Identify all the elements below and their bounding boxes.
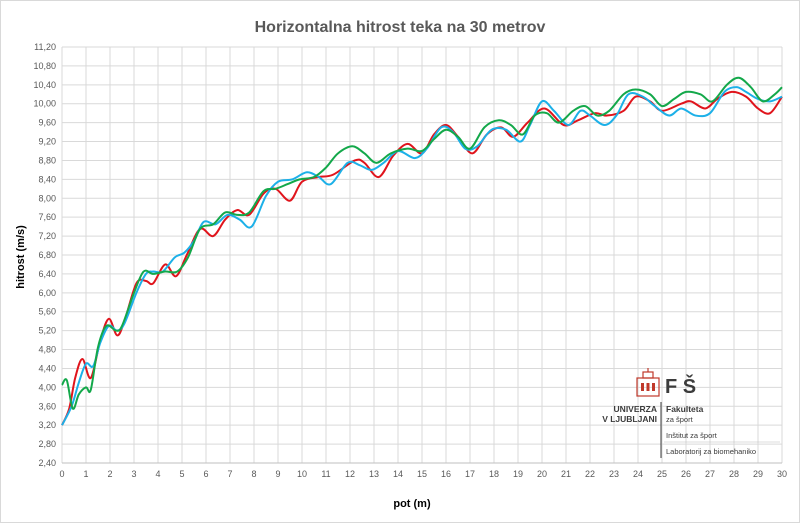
y-tick-label: 7,60 <box>38 212 56 222</box>
institute-name: Inštitut za šport <box>666 431 718 440</box>
y-tick-label: 8,80 <box>38 155 56 165</box>
y-tick-label: 10,40 <box>33 80 56 90</box>
y-tick-label: 4,40 <box>38 363 56 373</box>
y-tick-label: 9,60 <box>38 118 56 128</box>
x-tick-label: 14 <box>393 469 403 479</box>
y-tick-label: 6,40 <box>38 269 56 279</box>
y-tick-label: 8,00 <box>38 193 56 203</box>
y-tick-label: 3,20 <box>38 420 56 430</box>
series-group <box>61 76 783 426</box>
x-tick-label: 23 <box>609 469 619 479</box>
y-axis-title: hitrost (m/s) <box>15 225 27 289</box>
faculty-name-line1: Fakulteta <box>666 404 704 414</box>
x-tick-label: 17 <box>465 469 475 479</box>
gridlines <box>61 46 783 464</box>
series-line-3 <box>61 76 783 410</box>
y-tick-label: 2,40 <box>38 458 56 468</box>
x-tick-label: 7 <box>227 469 232 479</box>
x-tick-label: 26 <box>681 469 691 479</box>
university-name-line2: V LJUBLJANI <box>602 414 657 424</box>
x-tick-label: 1 <box>83 469 88 479</box>
x-axis-title: pot (m) <box>393 498 431 510</box>
y-tick-label: 8,40 <box>38 174 56 184</box>
x-tick-label: 15 <box>417 469 427 479</box>
x-tick-label: 19 <box>513 469 523 479</box>
x-tick-label: 9 <box>275 469 280 479</box>
x-tick-label: 29 <box>753 469 763 479</box>
x-tick-label: 12 <box>345 469 355 479</box>
institution-logo: F Š UNIVERZA V LJUBLJANI Fakulteta za šp… <box>602 368 780 458</box>
series-line-2 <box>61 86 783 426</box>
university-seal-icon <box>636 368 660 397</box>
y-tick-label: 4,80 <box>38 345 56 355</box>
x-tick-label: 4 <box>155 469 160 479</box>
y-tick-label: 5,60 <box>38 307 56 317</box>
y-tick-label: 10,00 <box>33 99 56 109</box>
y-tick-label: 10,80 <box>33 61 56 71</box>
y-axis-ticks: 2,40 2,80 3,20 3,60 4,00 4,40 4,80 5,20 5,60 6,00… <box>33 42 56 468</box>
x-tick-label: 25 <box>657 469 667 479</box>
x-tick-label: 28 <box>729 469 739 479</box>
y-tick-label: 11,20 <box>34 42 56 52</box>
x-tick-label: 30 <box>777 469 787 479</box>
x-tick-label: 0 <box>59 469 64 479</box>
x-tick-label: 24 <box>633 469 643 479</box>
y-tick-label: 2,80 <box>38 439 56 449</box>
laboratory-name: Laboratorij za biomehaniko <box>666 447 756 456</box>
x-tick-label: 13 <box>369 469 379 479</box>
y-tick-label: 7,20 <box>38 231 56 241</box>
x-tick-label: 21 <box>561 469 571 479</box>
y-tick-label: 5,20 <box>38 326 56 336</box>
x-axis-ticks: 0 1 2 3 4 5 6 7 8 9 10 11 12 13 14 15 16 17 18 19 20 21 22 23 24… <box>59 469 787 479</box>
y-tick-label: 9,20 <box>38 137 56 147</box>
y-tick-label: 4,00 <box>38 382 56 392</box>
x-tick-label: 18 <box>489 469 499 479</box>
chart-title: Horizontalna hitrost teka na 30 metrov <box>255 19 546 36</box>
y-tick-label: 6,00 <box>38 288 56 298</box>
x-tick-label: 20 <box>537 469 547 479</box>
x-tick-label: 27 <box>705 469 715 479</box>
x-tick-label: 11 <box>321 469 330 479</box>
x-tick-label: 5 <box>179 469 184 479</box>
y-tick-label: 6,80 <box>38 250 56 260</box>
x-tick-label: 6 <box>203 469 208 479</box>
x-tick-label: 2 <box>107 469 112 479</box>
university-name-line1: UNIVERZA <box>614 404 657 414</box>
x-tick-label: 10 <box>297 469 307 479</box>
x-tick-label: 22 <box>585 469 595 479</box>
x-tick-label: 8 <box>251 469 256 479</box>
x-tick-label: 3 <box>131 469 136 479</box>
faculty-name-line2: za šport <box>666 415 694 424</box>
y-tick-label: 3,60 <box>38 401 56 411</box>
x-tick-label: 16 <box>441 469 451 479</box>
faculty-monogram: F Š <box>665 374 696 398</box>
